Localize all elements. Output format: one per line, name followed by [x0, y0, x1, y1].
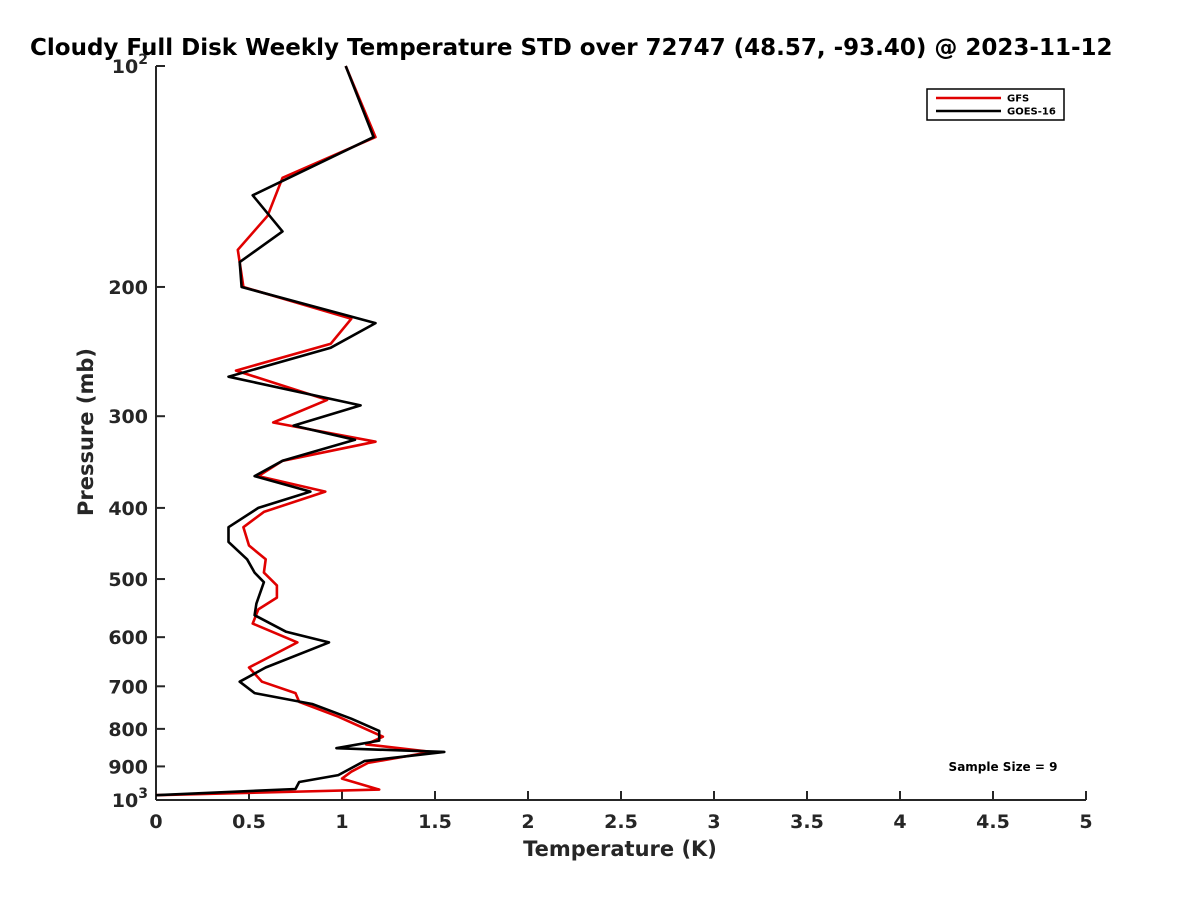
x-tick-label: 5 [1079, 811, 1092, 833]
y-tick-label: 500 [108, 569, 148, 591]
x-axis: 0 0.5 1 1.5 2 2.5 3 3.5 4 4.5 5 [149, 791, 1093, 833]
x-tick-label: 4.5 [976, 811, 1010, 833]
x-tick-label: 0 [149, 811, 162, 833]
y-tick-label: 102 [112, 52, 148, 78]
legend: GFS GOES-16 [926, 88, 1065, 121]
x-tick-label: 3 [707, 811, 720, 833]
series-layer [155, 65, 446, 797]
sample-size-annotation: Sample Size = 9 [949, 760, 1058, 774]
y-axis: 102 200 300 400 500 600 700 800 900 103 [108, 52, 165, 812]
y-tick-label: 103 [112, 786, 148, 812]
x-tick-label: 2.5 [604, 811, 638, 833]
y-tick-label: 700 [108, 676, 148, 698]
x-axis-label: Temperature (K) [523, 837, 717, 861]
x-tick-label: 4 [893, 811, 906, 833]
x-tick-label: 2 [521, 811, 534, 833]
legend-label-goes-16: GOES-16 [1007, 107, 1056, 118]
x-tick-label: 3.5 [790, 811, 824, 833]
series-line-goes-16 [155, 65, 446, 797]
legend-box [926, 88, 1065, 121]
chart-title: Cloudy Full Disk Weekly Temperature STD … [30, 35, 1113, 61]
y-tick-label: 900 [108, 756, 148, 778]
y-tick-label: 400 [108, 498, 148, 520]
y-tick-label: 600 [108, 627, 148, 649]
y-axis-label: Pressure (mb) [74, 348, 98, 516]
y-tick-label: 800 [108, 719, 148, 741]
x-tick-label: 1 [335, 811, 348, 833]
x-tick-label: 0.5 [232, 811, 266, 833]
x-tick-label: 1.5 [418, 811, 452, 833]
y-tick-label: 300 [108, 406, 148, 428]
y-tick-label: 200 [108, 277, 148, 299]
legend-label-gfs: GFS [1007, 94, 1029, 105]
